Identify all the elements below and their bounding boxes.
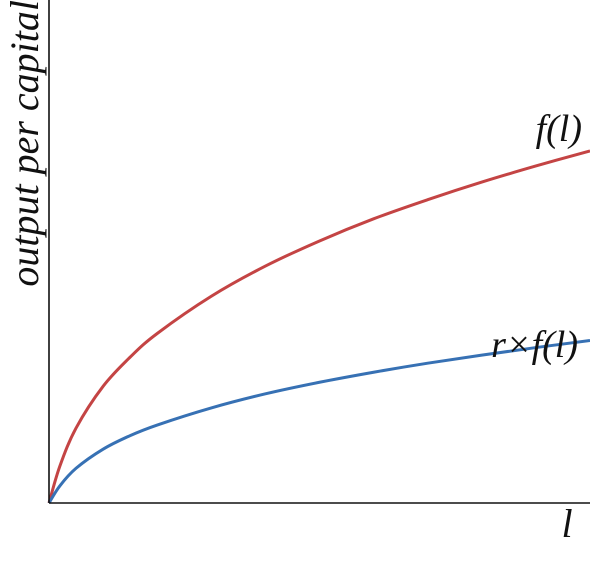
plot-area <box>47 149 590 504</box>
series-label-rf: r×f(l) <box>491 324 578 366</box>
series-label-f: f(l) <box>536 108 582 150</box>
x-axis-label: l <box>561 501 572 546</box>
y-axis-label: output per capital <box>2 0 47 287</box>
series-line-f <box>47 149 590 504</box>
series-line-rf <box>47 339 590 504</box>
